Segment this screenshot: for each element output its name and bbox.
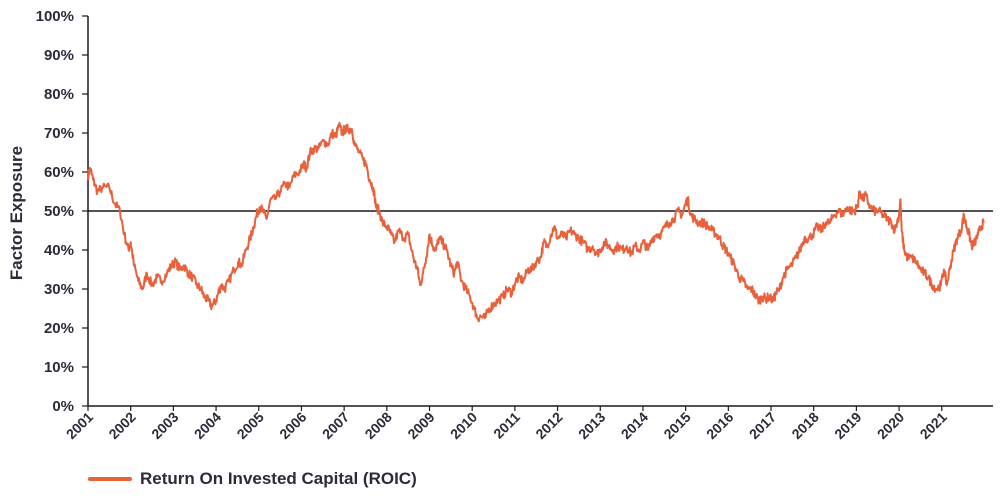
y-axis-title: Factor Exposure [7,146,26,280]
series-line-roic [87,121,985,323]
x-tick-label: 2008 [362,409,395,442]
x-tick-label: 2009 [404,409,437,442]
x-tick-label: 2019 [831,409,864,442]
x-tick-label: 2010 [447,409,480,442]
y-tick-label: 90% [44,47,74,64]
x-tick-label: 2020 [874,409,907,442]
x-tick-label: 2014 [618,409,651,442]
x-axis-ticks: 2001 2002 2003 2004 2005 2006 2007 2008 2009 2010… [63,406,950,442]
y-tick-label: 60% [44,164,74,181]
x-tick-label: 2011 [490,409,523,442]
x-tick-label: 2015 [660,409,693,442]
y-tick-label: 70% [44,125,74,142]
y-tick-label: 80% [44,86,74,103]
legend: Return On Invested Capital (ROIC) [88,469,417,489]
x-tick-label: 2005 [234,409,267,442]
y-tick-label: 40% [44,242,74,259]
y-tick-label: 0% [52,398,74,415]
x-tick-label: 2018 [788,409,821,442]
y-tick-label: 30% [44,281,74,298]
x-tick-label: 2012 [532,409,565,442]
y-tick-label: 50% [44,203,74,220]
x-tick-label: 2006 [276,409,309,442]
x-tick-label: 2016 [703,409,736,442]
x-tick-label: 2004 [191,409,224,442]
x-tick-label: 2003 [148,409,181,442]
y-tick-label: 100% [36,8,74,25]
legend-label: Return On Invested Capital (ROIC) [140,469,417,488]
y-tick-label: 20% [44,320,74,337]
x-tick-label: 2002 [105,409,138,442]
x-tick-label: 2013 [575,409,608,442]
x-tick-label: 2017 [746,409,779,442]
x-tick-label: 2007 [319,409,352,442]
legend-swatch [88,477,132,481]
y-tick-label: 10% [44,359,74,376]
y-axis-ticks: 0% 10% 20% 30% 40% 50% 60% 70% 80% 90% 100% [36,8,88,415]
x-tick-label: 2021 [917,409,950,442]
